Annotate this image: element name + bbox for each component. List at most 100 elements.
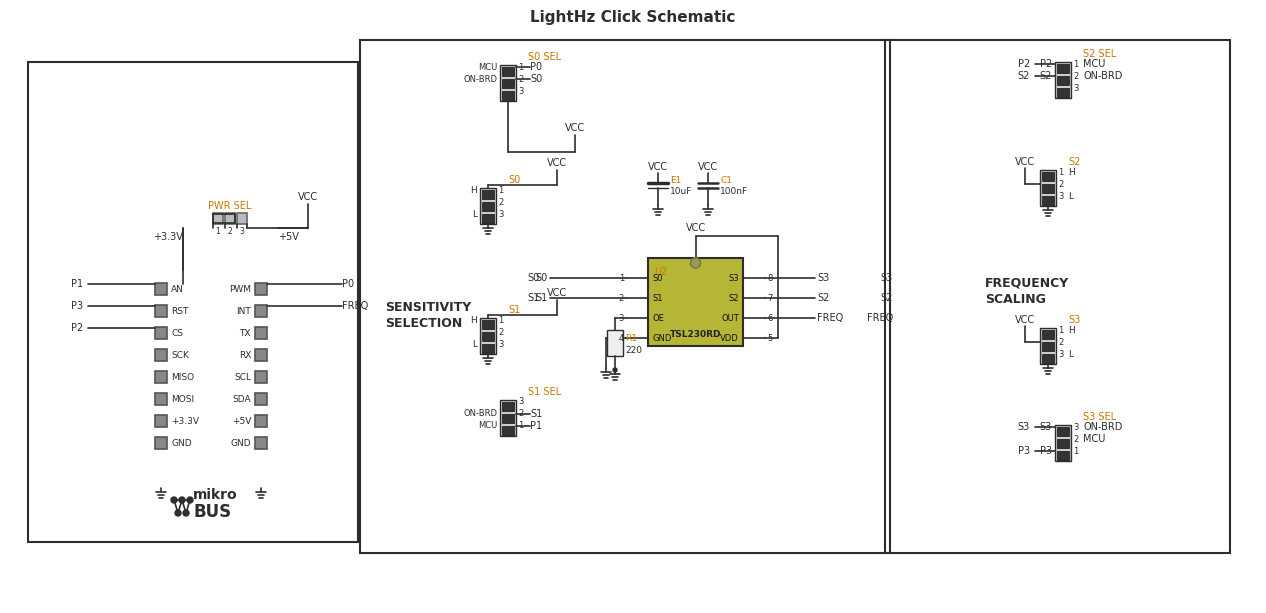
Text: VCC: VCC xyxy=(1015,157,1036,167)
Text: R1: R1 xyxy=(625,333,637,343)
Text: PWM: PWM xyxy=(229,284,251,294)
Bar xyxy=(360,40,890,553)
Circle shape xyxy=(184,510,189,516)
Text: 1: 1 xyxy=(498,316,504,324)
Circle shape xyxy=(187,497,192,503)
Bar xyxy=(1039,328,1056,364)
Text: 1: 1 xyxy=(619,273,624,283)
Bar xyxy=(482,190,494,199)
Bar xyxy=(1042,342,1055,351)
Text: 2: 2 xyxy=(228,227,233,236)
Text: 3: 3 xyxy=(518,86,523,96)
Bar xyxy=(1057,64,1069,73)
Text: AN: AN xyxy=(171,284,184,294)
Text: H: H xyxy=(1069,167,1075,177)
Bar xyxy=(213,213,223,224)
Text: +3.3V: +3.3V xyxy=(153,232,184,242)
Bar xyxy=(154,393,167,405)
Bar xyxy=(1042,172,1055,181)
Text: PWR SEL: PWR SEL xyxy=(209,201,252,211)
Text: 2: 2 xyxy=(1074,72,1079,80)
Text: S1: S1 xyxy=(528,293,541,303)
Text: +5V: +5V xyxy=(279,232,299,242)
Text: 3: 3 xyxy=(619,313,624,322)
Text: 2: 2 xyxy=(518,409,523,419)
Text: MCU: MCU xyxy=(477,63,498,72)
Text: S1 SEL: S1 SEL xyxy=(528,387,561,397)
Bar xyxy=(254,437,267,449)
Text: FREQUENCY: FREQUENCY xyxy=(985,276,1070,289)
Text: P3: P3 xyxy=(1039,446,1052,456)
Text: 1: 1 xyxy=(518,422,523,430)
Text: +5V: +5V xyxy=(232,416,251,425)
Text: 100nF: 100nF xyxy=(720,186,748,196)
Bar xyxy=(1039,170,1056,206)
Text: TSL230RD: TSL230RD xyxy=(670,330,722,338)
Text: VCC: VCC xyxy=(698,162,718,172)
Bar xyxy=(503,79,514,88)
Circle shape xyxy=(179,497,185,503)
Text: 4: 4 xyxy=(619,333,624,343)
Text: GND: GND xyxy=(230,438,251,447)
Text: S3: S3 xyxy=(1039,422,1052,432)
Bar xyxy=(154,415,167,427)
Bar xyxy=(1057,76,1069,85)
Text: P2: P2 xyxy=(1018,59,1031,69)
Text: 3: 3 xyxy=(498,210,504,218)
Text: S0: S0 xyxy=(536,273,548,283)
Text: RST: RST xyxy=(171,306,189,316)
Text: E1: E1 xyxy=(670,175,681,185)
Text: VCC: VCC xyxy=(547,288,567,298)
Text: ON-BRD: ON-BRD xyxy=(1082,71,1123,81)
Bar xyxy=(1055,62,1071,98)
Bar xyxy=(482,214,494,223)
Text: S3 SEL: S3 SEL xyxy=(1082,412,1117,422)
Text: S2: S2 xyxy=(1069,157,1080,167)
Bar xyxy=(482,344,494,353)
Bar xyxy=(482,320,494,329)
Text: S2: S2 xyxy=(728,294,739,302)
Bar xyxy=(503,402,514,411)
Text: CS: CS xyxy=(171,329,184,338)
Text: 8: 8 xyxy=(767,273,772,283)
Bar xyxy=(1042,196,1055,205)
Text: H: H xyxy=(1069,326,1075,335)
Text: RX: RX xyxy=(238,351,251,359)
Text: 5: 5 xyxy=(767,333,772,343)
Text: S2 SEL: S2 SEL xyxy=(1082,49,1117,59)
Text: TX: TX xyxy=(239,329,251,338)
Text: ON-BRD: ON-BRD xyxy=(463,75,498,83)
Text: 1: 1 xyxy=(498,186,504,194)
Bar xyxy=(254,283,267,295)
Text: S1: S1 xyxy=(536,293,548,303)
Bar xyxy=(254,305,267,317)
Bar xyxy=(154,283,167,295)
Bar xyxy=(28,62,358,542)
Text: VDD: VDD xyxy=(720,333,739,343)
Text: S0: S0 xyxy=(652,273,662,283)
Bar xyxy=(1057,88,1069,97)
Text: 10uF: 10uF xyxy=(670,186,693,196)
Text: L: L xyxy=(1069,349,1074,359)
Text: S0: S0 xyxy=(508,175,520,185)
Text: 2: 2 xyxy=(518,75,523,83)
Bar xyxy=(1042,184,1055,193)
Text: 3: 3 xyxy=(239,227,244,236)
Text: U2: U2 xyxy=(655,267,667,277)
Text: L: L xyxy=(472,210,477,218)
Bar xyxy=(254,415,267,427)
Text: VCC: VCC xyxy=(1015,315,1036,325)
Text: FREQ: FREQ xyxy=(817,313,843,323)
Bar xyxy=(1055,425,1071,461)
Bar xyxy=(606,330,623,356)
Bar xyxy=(500,65,517,101)
Bar xyxy=(154,349,167,361)
Text: ON-BRD: ON-BRD xyxy=(463,409,498,419)
Text: 2: 2 xyxy=(1074,435,1079,443)
Text: P2: P2 xyxy=(71,323,84,333)
Bar xyxy=(480,188,496,224)
Bar xyxy=(213,214,235,223)
Text: FREQ: FREQ xyxy=(867,313,893,323)
Text: S0: S0 xyxy=(528,273,541,283)
Bar xyxy=(154,437,167,449)
